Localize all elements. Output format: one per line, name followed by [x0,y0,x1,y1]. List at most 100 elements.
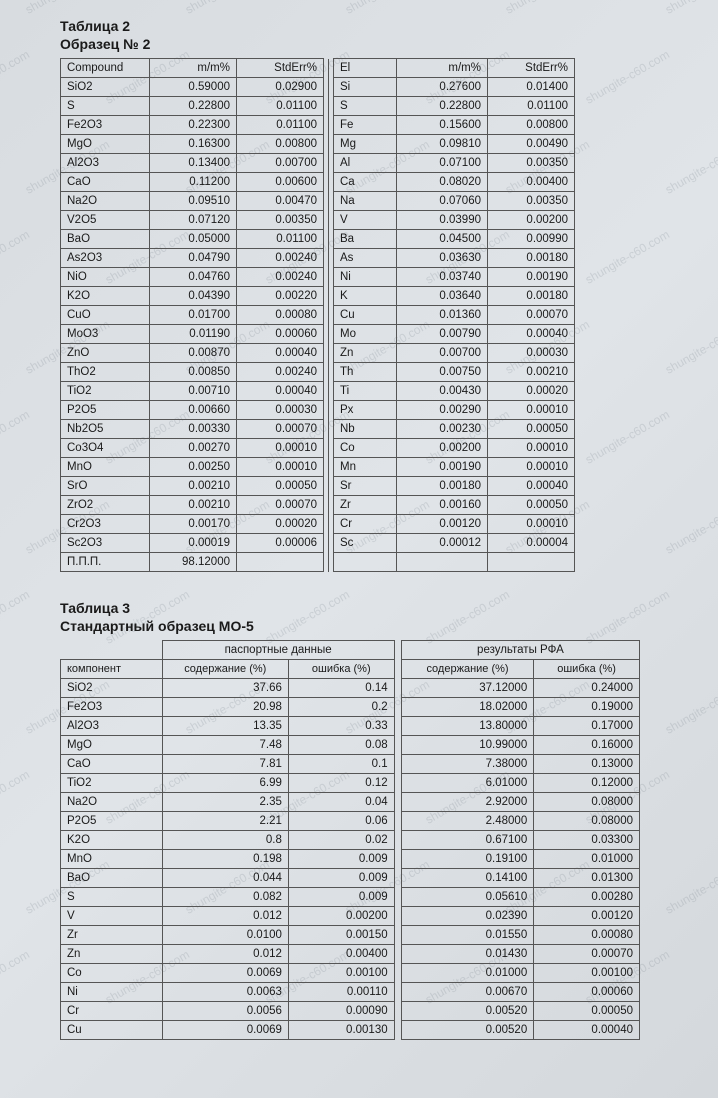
cell: 0.00010 [488,401,575,420]
cell: 0.22800 [397,97,488,116]
cell: Ba [334,230,397,249]
cell: 7.81 [162,755,288,774]
cell: 37.66 [162,679,288,698]
cell: 0.00280 [534,888,640,907]
cell: CaO [61,173,150,192]
cell: Ni [334,268,397,287]
cell: 0.00200 [288,907,394,926]
cell: 0.1 [288,755,394,774]
cell: 98.12000 [150,553,237,572]
cell: NiO [61,268,150,287]
cell: 0.04790 [150,249,237,268]
cell: 0.01000 [534,850,640,869]
cell: Cu [334,306,397,325]
cell: 0.01100 [237,116,324,135]
cell: 0.00040 [534,1021,640,1040]
table-row: Nb2O50.003300.00070Nb0.002300.00050 [61,420,575,439]
table-row: Co0.00690.001000.010000.00100 [61,964,640,983]
cell [237,553,324,572]
cell: 0.00070 [237,496,324,515]
table-row: P2O50.006600.00030Px0.002900.00010 [61,401,575,420]
cell: BaO [61,230,150,249]
cell: MgO [61,736,163,755]
cell: 0.00210 [150,477,237,496]
cell: 0.00210 [488,363,575,382]
cell: 0.00020 [488,382,575,401]
cell: 0.00600 [237,173,324,192]
cell: 0.02 [288,831,394,850]
cell: 0.00080 [534,926,640,945]
cell: 0.00240 [237,268,324,287]
cell: TiO2 [61,774,163,793]
cell: 0.13400 [150,154,237,173]
cell: 0.13000 [534,755,640,774]
cell: 0.00800 [488,116,575,135]
cell: SiO2 [61,679,163,698]
cell: 0.05610 [401,888,533,907]
cell: 0.01430 [401,945,533,964]
cell: 0.00190 [397,458,488,477]
cell: Nb [334,420,397,439]
cell: 0.00290 [397,401,488,420]
cell: 0.59000 [150,78,237,97]
cell: 0.67100 [401,831,533,850]
cell: 0.009 [288,869,394,888]
cell: 0.08 [288,736,394,755]
cell: Ca [334,173,397,192]
cell [334,553,397,572]
cell: 0.04760 [150,268,237,287]
cell: Nb2O5 [61,420,150,439]
table-row: MoO30.011900.00060Mo0.007900.00040 [61,325,575,344]
cell: 0.00350 [237,211,324,230]
cell: 0.08000 [534,793,640,812]
cell: 0.00230 [397,420,488,439]
cell: 0.0069 [162,964,288,983]
col-stderr1: StdErr% [237,59,324,78]
table-row: SiO237.660.1437.120000.24000 [61,679,640,698]
cell: 0.01100 [237,97,324,116]
cell: 0.00030 [488,344,575,363]
cell: CaO [61,755,163,774]
cell: 13.35 [162,717,288,736]
cell: П.П.П. [61,553,150,572]
cell: K2O [61,831,163,850]
cell: 0.00040 [488,325,575,344]
table-row: Al2O30.134000.00700Al0.071000.00350 [61,154,575,173]
cell: 0.00200 [397,439,488,458]
cell: 0.00010 [237,439,324,458]
cell: 0.00350 [488,154,575,173]
col-el: El [334,59,397,78]
cell: 0.00700 [237,154,324,173]
cell: 0.01100 [488,97,575,116]
cell: 0.16000 [534,736,640,755]
cell: Cu [61,1021,163,1040]
cell: 0.0100 [162,926,288,945]
cell: 0.09810 [397,135,488,154]
cell: ZnO [61,344,150,363]
table-row: Sc2O30.000190.00006Sc0.000120.00004 [61,534,575,553]
cell: 0.07120 [150,211,237,230]
cell: 0.00520 [401,1002,533,1021]
table2-header-row: Compound m/m% StdErr% El m/m% StdErr% [61,59,575,78]
cell: 0.04390 [150,287,237,306]
cell: 0.00670 [401,983,533,1002]
cell: K2O [61,287,150,306]
cell: 0.00100 [288,964,394,983]
cell: S [61,888,163,907]
group-passport: паспортные данные [162,641,394,660]
cell: 0.009 [288,850,394,869]
cell: SiO2 [61,78,150,97]
cell: 0.00050 [488,420,575,439]
col-stderr2: StdErr% [488,59,575,78]
cell: 0.04500 [397,230,488,249]
cell: 0.2 [288,698,394,717]
table-row: K2O0.80.020.671000.03300 [61,831,640,850]
cell: 0.00330 [150,420,237,439]
cell: 0.00050 [534,1002,640,1021]
cell: V [334,211,397,230]
cell: 0.01700 [150,306,237,325]
cell: 0.00710 [150,382,237,401]
cell: 0.00110 [288,983,394,1002]
cell: 0.00180 [488,249,575,268]
cell: 0.14100 [401,869,533,888]
